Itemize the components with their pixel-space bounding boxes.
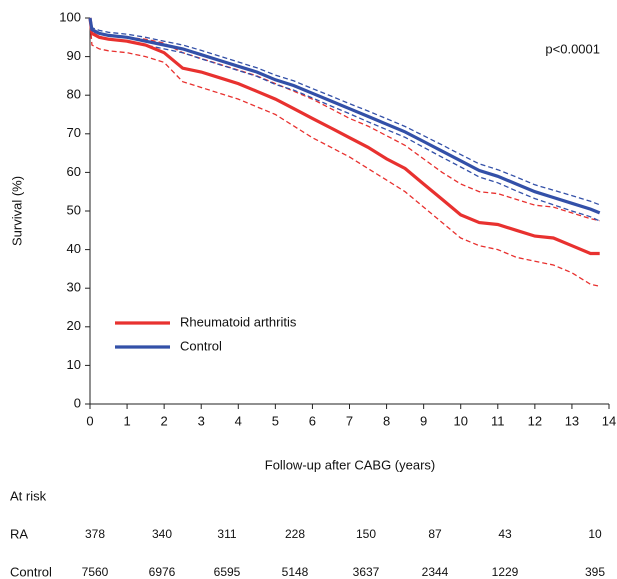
x-tick-label: 13 [565,413,579,428]
y-axis-title: Survival (%) [9,176,24,246]
at-risk-value: 10 [588,527,602,541]
x-tick-label: 0 [86,413,93,428]
at-risk-value: 3637 [353,565,380,579]
x-tick-label: 10 [453,413,467,428]
y-tick-label: 80 [67,87,81,102]
at-risk-value: 311 [217,527,236,541]
at-risk-value: 378 [85,527,105,541]
at-risk-value: 7560 [82,565,109,579]
y-tick-label: 10 [67,357,81,372]
p-value: p<0.0001 [545,41,600,56]
at-risk-value: 6976 [149,565,176,579]
at-risk-title: At risk [10,488,47,503]
y-tick-label: 40 [67,241,81,256]
ci-line [89,17,600,287]
x-tick-label: 2 [161,413,168,428]
y-tick-label: 60 [67,164,81,179]
at-risk-label: Control [10,564,52,579]
x-tick-label: 4 [235,413,242,428]
x-tick-label: 8 [383,413,390,428]
at-risk-value: 340 [152,527,172,541]
legend-label: Rheumatoid arthritis [180,314,297,329]
at-risk-value: 150 [356,527,376,541]
at-risk-value: 228 [285,527,305,541]
y-tick-label: 90 [67,48,81,63]
at-risk-value: 395 [585,565,605,579]
x-tick-label: 14 [602,413,616,428]
at-risk-value: 87 [428,527,442,541]
at-risk-value: 2344 [422,565,449,579]
at-risk-label: RA [10,526,28,541]
x-tick-label: 11 [491,413,505,428]
x-tick-label: 3 [198,413,205,428]
y-tick-label: 20 [67,318,81,333]
y-tick-label: 70 [67,125,81,140]
x-tick-label: 5 [272,413,279,428]
at-risk-value: 43 [498,527,512,541]
y-tick-label: 30 [67,280,81,295]
ci-line [89,17,600,206]
at-risk-value: 5148 [282,565,309,579]
y-tick-label: 0 [74,395,81,410]
x-tick-label: 7 [346,413,353,428]
legend-label: Control [180,338,222,353]
x-tick-label: 1 [123,413,130,428]
y-tick-label: 50 [67,202,81,217]
ci-line [89,17,600,222]
ci-line [89,17,600,222]
x-tick-label: 6 [309,413,316,428]
survival-line [88,17,600,256]
survival-line [88,17,601,215]
at-risk-value: 1229 [492,565,519,579]
x-tick-label: 12 [528,413,542,428]
y-tick-label: 100 [59,9,81,24]
at-risk-value: 6595 [214,565,241,579]
x-tick-label: 9 [420,413,427,428]
x-axis-title: Follow-up after CABG (years) [265,457,436,472]
